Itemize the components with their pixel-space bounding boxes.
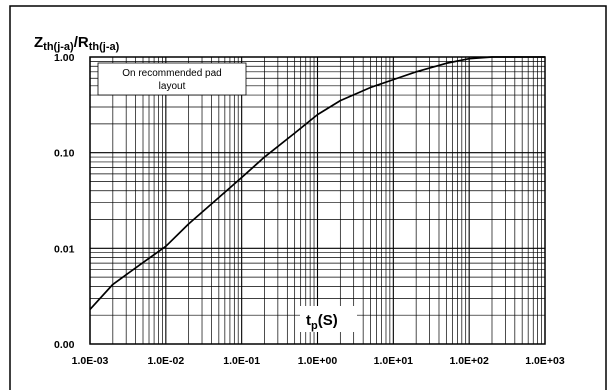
annotation-box-background xyxy=(97,62,247,96)
x-tick-label: 1.0E+01 xyxy=(374,355,414,367)
x-tick-label: 1.0E-02 xyxy=(147,355,184,367)
y-tick-labels: 0.00 0.01 0.10 1.00 xyxy=(54,52,75,351)
plot-area-border xyxy=(89,56,546,345)
x-axis-title-background xyxy=(300,306,357,332)
x-axis-title-sub: p xyxy=(311,320,318,332)
y-tick-label: 0.00 xyxy=(54,339,75,351)
series-layer xyxy=(89,56,545,310)
x-tick-label: 1.0E+00 xyxy=(298,355,338,367)
series-line-1 xyxy=(89,56,545,310)
grid-layer xyxy=(89,57,545,345)
x-tick-labels: 1.0E-03 1.0E-02 1.0E-01 1.0E+00 1.0E+01 1.0E+… xyxy=(72,355,565,367)
y-tick-label: 0.01 xyxy=(54,243,75,255)
annotation-line-2: layout xyxy=(159,81,186,92)
y-axis-title-sep: /R xyxy=(74,34,89,51)
x-axis-title-main: t xyxy=(306,312,311,329)
y-axis-title-sub2: th(j-a) xyxy=(89,41,120,53)
x-axis-title-rest: (S) xyxy=(318,312,338,329)
y-tick-label: 1.00 xyxy=(54,52,75,64)
annotation-line-1: On recommended pad xyxy=(122,68,222,79)
outer-border xyxy=(9,5,607,390)
x-tick-label: 1.0E+03 xyxy=(525,355,565,367)
annotation-box: On recommended pad layout xyxy=(97,62,247,96)
y-axis-title-main: Z xyxy=(34,34,43,51)
y-axis-title-sub: th(j-a) xyxy=(43,41,74,53)
x-axis-title: tp(S) xyxy=(306,312,338,332)
x-tick-label: 1.0E-03 xyxy=(72,355,109,367)
x-tick-label: 1.0E-01 xyxy=(223,355,260,367)
y-axis-title: Zth(j-a)/Rth(j-a) xyxy=(34,34,120,53)
y-tick-label: 0.10 xyxy=(54,148,75,160)
x-tick-label: 1.0E+02 xyxy=(449,355,489,367)
